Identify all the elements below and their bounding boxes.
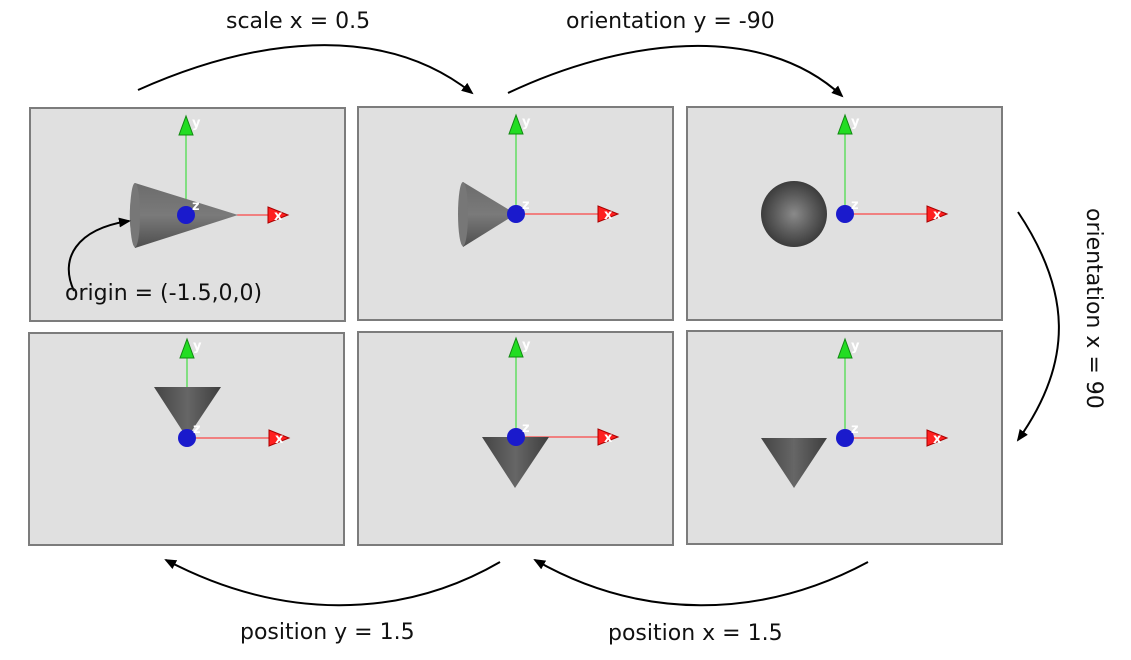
x-axis-arrow (268, 429, 291, 447)
arrow-orientation-x (1016, 211, 1060, 442)
axis-letter-x: x (275, 432, 284, 447)
arrow-scale-x (137, 44, 474, 95)
axis-letter-y: y (851, 115, 860, 130)
z-axis-sphere (836, 429, 854, 447)
cone (761, 181, 827, 247)
cone (482, 437, 549, 488)
panel-oriented-y: y x z (686, 106, 1003, 321)
origin-annotation: origin = (-1.5,0,0) (65, 281, 263, 306)
x-axis-arrow (926, 429, 949, 447)
x-axis-arrow (267, 206, 290, 224)
axis-letter-y: y (193, 339, 202, 354)
axis-letter-z: z (851, 198, 859, 213)
panel-positioned-x: y x z (357, 331, 674, 546)
scene-positioned-y: y x z (154, 337, 291, 447)
scene-scaled: y x z (458, 113, 620, 247)
axis-letter-y: y (851, 339, 860, 354)
x-axis-arrow (926, 205, 949, 223)
label-orientation-x: orientation x = 90 (1081, 208, 1106, 409)
y-axis-arrow (508, 336, 524, 358)
z-axis-sphere (836, 205, 854, 223)
axis-letter-z: z (192, 199, 200, 214)
y-axis-arrow (179, 337, 195, 359)
cone (458, 182, 516, 247)
arrow-orientation-y (507, 44, 844, 98)
z-axis-sphere (177, 206, 195, 224)
axis-letter-x: x (933, 432, 942, 447)
axis-letter-y: y (522, 115, 531, 130)
y-axis-arrow (508, 113, 524, 135)
axis-letter-x: x (604, 208, 613, 223)
origin-pointer (67, 217, 131, 292)
axis-letter-z: z (522, 421, 530, 436)
label-scale-x: scale x = 0.5 (226, 9, 371, 34)
axis-letter-y: y (192, 116, 201, 131)
cone (761, 438, 827, 488)
scene-positioned-x: y x z (482, 336, 620, 488)
scene-oriented-x: y x z (761, 337, 949, 488)
axis-letter-z: z (851, 422, 859, 437)
z-axis-sphere (507, 428, 525, 446)
panel-scaled: y x z (357, 106, 674, 321)
axis-letter-z: z (522, 198, 530, 213)
axis-letter-y: y (522, 338, 531, 353)
arrow-position-y (164, 559, 501, 607)
axis-letter-x: x (933, 208, 942, 223)
y-axis-arrow (837, 337, 853, 359)
label-orientation-y: orientation y = -90 (566, 9, 775, 34)
panel-positioned-y: y x z (28, 332, 345, 546)
arrow-position-x (533, 559, 869, 607)
cone (154, 387, 221, 438)
x-axis-arrow (597, 205, 620, 223)
z-axis-sphere (507, 205, 525, 223)
z-axis-sphere (178, 429, 196, 447)
panel-initial: y x z origin = (-1.5,0,0) (29, 107, 346, 322)
scene-initial: y x z (67, 114, 290, 292)
y-axis-arrow (178, 114, 194, 136)
axis-letter-z: z (193, 422, 201, 437)
axis-letter-x: x (604, 431, 613, 446)
label-position-x: position x = 1.5 (608, 621, 783, 646)
y-axis-arrow (837, 113, 853, 135)
x-axis-arrow (597, 428, 620, 446)
label-position-y: position y = 1.5 (240, 620, 415, 645)
panel-oriented-x: y x z (686, 330, 1003, 545)
scene-oriented-y: y x z (761, 113, 949, 247)
axis-letter-x: x (274, 209, 283, 224)
